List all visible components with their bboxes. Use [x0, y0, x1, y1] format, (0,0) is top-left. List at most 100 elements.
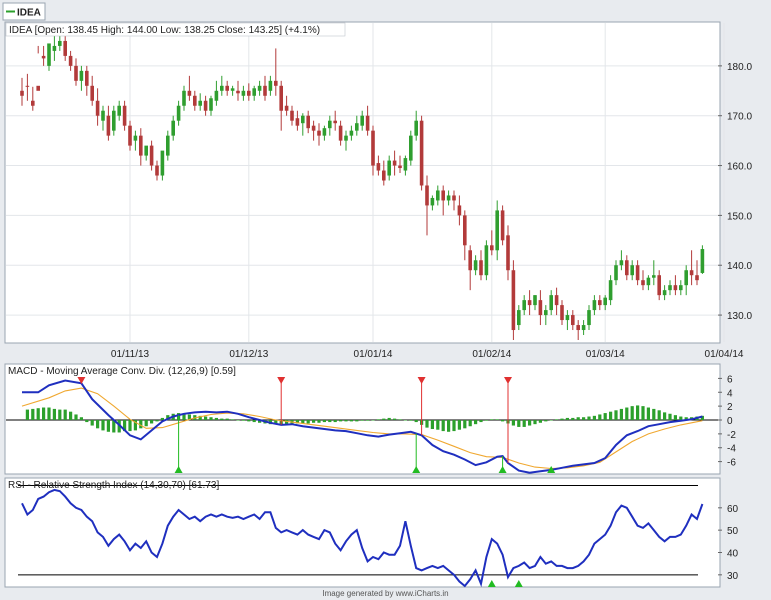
candle-body	[133, 135, 138, 141]
candle-down	[311, 120, 316, 141]
buy-marker-icon	[174, 466, 183, 473]
candle-body	[614, 265, 618, 281]
price-x-tick-label: 01/01/14	[354, 349, 393, 360]
macd-histogram-bar	[430, 420, 434, 430]
candle-down	[641, 270, 645, 291]
candle-body	[452, 195, 456, 201]
macd-histogram-bar	[42, 407, 46, 420]
candle-up	[322, 125, 327, 141]
candle-up	[517, 305, 521, 331]
macd-histogram-bar	[398, 419, 402, 420]
candle-body	[20, 90, 24, 96]
candle-up	[101, 105, 105, 131]
macd-histogram-bar	[214, 417, 218, 420]
price-x-tick-label: 01/03/14	[586, 349, 625, 360]
candle-down	[284, 95, 289, 116]
macd-histogram-bar	[301, 420, 305, 424]
rsi-grid	[18, 484, 698, 576]
macd-histogram-bar	[598, 414, 602, 420]
candle-down	[382, 160, 386, 186]
candle-body	[527, 300, 532, 306]
candle-body	[160, 150, 165, 176]
macd-y-tick-label: 4	[727, 388, 733, 399]
macd-histogram-bar	[160, 417, 164, 420]
candle-body	[279, 85, 283, 111]
macd-histogram-bar	[112, 420, 116, 433]
candle-down	[295, 110, 300, 131]
candle-body	[560, 305, 564, 321]
candle-body	[398, 165, 402, 169]
macd-histogram-bar	[360, 420, 364, 421]
rsi-y-tick-label: 50	[727, 526, 739, 537]
candle-up	[565, 310, 570, 331]
macd-panel: 6 4 2 0 -2 -4 -6 MACD - Moving Average Conv. D…	[4, 363, 736, 475]
candle-up	[662, 285, 667, 301]
macd-histogram-bar	[528, 420, 532, 426]
candle-body	[506, 235, 510, 271]
candle-body	[635, 265, 640, 281]
macd-histogram-bar	[63, 409, 67, 420]
macd-histogram-bar	[139, 420, 143, 429]
macd-histogram-bar	[47, 407, 51, 420]
candle-body	[538, 300, 543, 316]
candle-body	[144, 145, 148, 156]
candle-down	[441, 185, 445, 216]
price-y-tick-label: 150.0	[727, 211, 752, 222]
candle-body	[117, 105, 121, 116]
candle-body	[549, 295, 553, 311]
macd-histogram-bar	[447, 420, 451, 432]
candle-body	[641, 280, 645, 286]
macd-histogram-bar	[101, 420, 105, 431]
candle-body	[689, 270, 694, 276]
macd-histogram-bar	[619, 408, 623, 420]
candle-down	[122, 100, 127, 131]
candle-body	[290, 110, 294, 121]
candle-body	[295, 118, 300, 126]
macd-histogram-bar	[436, 420, 440, 430]
candle-body	[301, 115, 305, 124]
macd-histogram-bar	[252, 420, 256, 423]
candle-body	[533, 295, 537, 306]
candle-body	[479, 260, 483, 276]
candle-body	[419, 120, 424, 186]
macd-histogram-bar	[501, 420, 505, 422]
macd-histogram-bar	[220, 418, 224, 420]
candle-up	[608, 275, 613, 306]
candle-down	[20, 77, 24, 106]
candle-body	[495, 210, 499, 251]
candle-body	[193, 95, 197, 106]
candle-down	[338, 120, 343, 146]
buy-marker-icon	[547, 466, 556, 473]
macd-histogram-bar	[241, 420, 245, 421]
macd-y-tick-label: 6	[727, 374, 733, 385]
candle-body	[63, 40, 67, 56]
candle-body	[673, 285, 678, 291]
candle-body	[79, 70, 84, 81]
macd-histogram-bar	[198, 415, 202, 420]
macd-histogram-bar	[58, 409, 62, 420]
candle-body	[441, 190, 445, 201]
ticker-badge[interactable]: IDEA	[2, 2, 46, 21]
macd-histogram-bar	[609, 411, 613, 420]
candle-body	[365, 115, 370, 131]
candle-body	[679, 285, 683, 291]
candle-body	[376, 163, 381, 171]
candle-down	[695, 260, 699, 286]
candle-up	[387, 155, 391, 181]
candle-body	[576, 325, 580, 331]
candle-body	[695, 275, 699, 281]
candle-body	[171, 120, 175, 136]
candle-down	[290, 105, 294, 126]
candle-up	[549, 290, 553, 316]
candle-up	[614, 260, 618, 286]
candle-up	[241, 85, 246, 101]
macd-histogram-bar	[36, 408, 40, 420]
candle-body	[203, 100, 208, 111]
macd-y-tick-label: -6	[727, 458, 736, 469]
candle-body	[425, 185, 429, 206]
candle-up	[619, 250, 624, 271]
macd-histogram-bar	[317, 420, 321, 423]
macd-histogram-bar	[511, 420, 515, 426]
macd-histogram-bar	[106, 420, 110, 432]
